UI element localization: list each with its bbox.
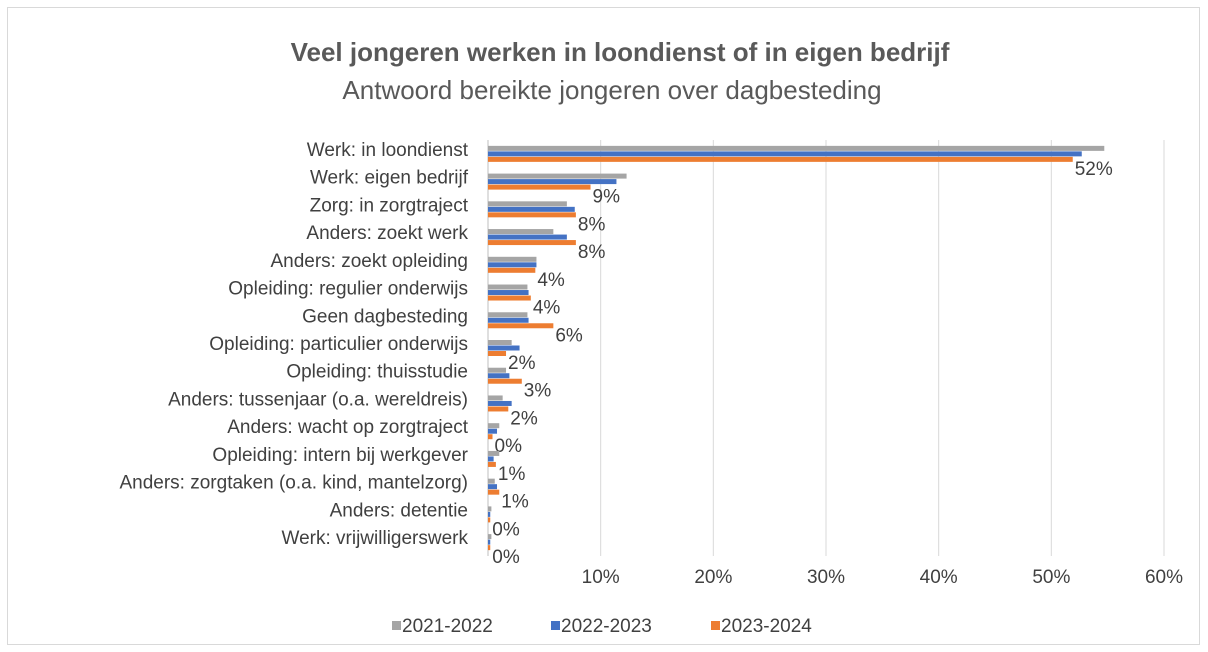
chart-border xyxy=(7,7,1200,645)
y-tick-label: Geen dagbesteding xyxy=(302,306,468,327)
x-tick-label: 20% xyxy=(694,567,732,588)
y-tick-label: Anders: wacht op zorgtraject xyxy=(227,417,469,438)
legend-swatch xyxy=(392,621,401,630)
bar xyxy=(488,262,537,268)
x-tick-label: 40% xyxy=(920,567,958,588)
y-tick-label: Opleiding: thuisstudie xyxy=(286,362,468,383)
y-tick-label: Opleiding: particulier onderwijs xyxy=(209,334,468,355)
bar xyxy=(488,201,567,207)
bar xyxy=(488,206,575,212)
bar xyxy=(488,284,528,290)
bar xyxy=(488,240,576,246)
bar xyxy=(488,234,567,240)
y-tick-label: Anders: detentie xyxy=(330,500,468,521)
data-label: 0% xyxy=(492,519,520,540)
data-label: 2% xyxy=(510,408,538,429)
bar xyxy=(488,312,528,318)
bar xyxy=(488,256,537,262)
y-tick-label: Opleiding: intern bij werkgever xyxy=(212,445,468,466)
bar xyxy=(488,461,496,467)
data-label: 8% xyxy=(578,214,606,235)
bar xyxy=(488,511,491,517)
bar xyxy=(488,184,591,190)
bar xyxy=(488,173,627,179)
bar xyxy=(488,179,617,185)
bar xyxy=(488,145,1105,151)
y-tick-label: Werk: in loondienst xyxy=(307,140,469,161)
bar xyxy=(488,456,494,462)
bar xyxy=(488,351,507,356)
x-tick-label: 60% xyxy=(1145,567,1183,588)
bar xyxy=(488,539,491,545)
bar xyxy=(488,484,498,490)
y-tick-label: Anders: zoekt werk xyxy=(306,223,468,244)
data-label: 8% xyxy=(578,242,606,263)
y-tick-label: Werk: vrijwilligerswerk xyxy=(282,528,469,549)
y-tick-label: Zorg: in zorgtraject xyxy=(310,195,469,216)
y-tick-label: Anders: zoekt opleiding xyxy=(270,251,468,272)
bar xyxy=(488,517,491,523)
x-tick-label: 10% xyxy=(582,567,620,588)
legend-label: 2021-2022 xyxy=(402,616,493,637)
bar xyxy=(488,534,492,540)
data-label: 6% xyxy=(555,325,583,346)
bar xyxy=(488,378,522,384)
bar xyxy=(488,395,503,401)
bar xyxy=(488,423,500,429)
bar xyxy=(488,345,520,351)
data-label: 9% xyxy=(593,187,621,208)
bar xyxy=(488,478,495,484)
bar xyxy=(488,373,510,379)
bar xyxy=(488,506,492,512)
bar xyxy=(488,317,529,323)
bar xyxy=(488,406,509,412)
bar xyxy=(488,545,491,551)
legend-label: 2022-2023 xyxy=(561,616,652,637)
bar xyxy=(488,434,493,440)
chart-title: Veel jongeren werken in loondienst of in… xyxy=(291,37,950,67)
data-label: 0% xyxy=(495,436,523,457)
data-label: 1% xyxy=(501,492,529,513)
data-label: 0% xyxy=(492,547,520,568)
y-tick-label: Anders: zorgtaken (o.a. kind, mantelzorg… xyxy=(119,473,468,494)
bar xyxy=(488,290,529,296)
data-label: 4% xyxy=(533,298,561,319)
bar xyxy=(488,323,554,329)
bar xyxy=(488,450,500,456)
bar xyxy=(488,229,554,235)
chart-subtitle: Antwoord bereikte jongeren over dagbeste… xyxy=(342,75,881,105)
legend-swatch xyxy=(711,621,720,630)
bar xyxy=(488,340,512,345)
bar xyxy=(488,295,531,301)
bar xyxy=(488,151,1082,157)
bar xyxy=(488,367,507,373)
bar xyxy=(488,489,500,495)
x-tick-label: 50% xyxy=(1032,567,1070,588)
x-tick-label: 30% xyxy=(807,567,845,588)
y-tick-label: Opleiding: regulier onderwijs xyxy=(228,279,468,300)
bar xyxy=(488,428,498,434)
y-tick-label: Werk: eigen bedrijf xyxy=(310,168,469,189)
y-tick-label: Anders: tussenjaar (o.a. wereldreis) xyxy=(168,389,468,410)
data-label: 52% xyxy=(1075,159,1113,180)
data-label: 4% xyxy=(537,270,565,291)
bar xyxy=(488,400,512,406)
legend-label: 2023-2024 xyxy=(721,616,812,637)
legend-swatch xyxy=(551,621,560,630)
data-label: 2% xyxy=(508,353,536,374)
data-label: 3% xyxy=(524,381,552,402)
bar xyxy=(488,156,1073,162)
data-label: 1% xyxy=(498,464,526,485)
bar xyxy=(488,212,576,218)
bar xyxy=(488,267,536,273)
